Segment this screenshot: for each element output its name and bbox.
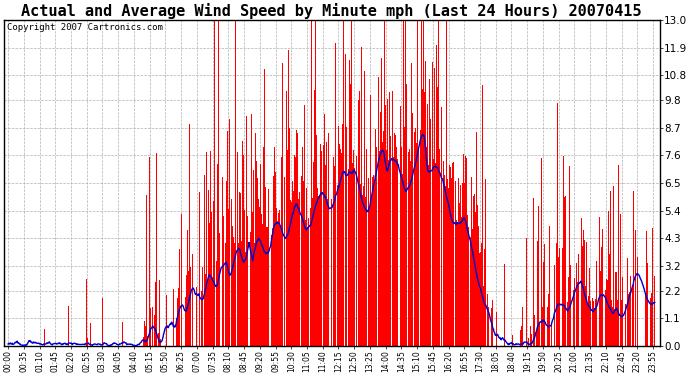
Text: Copyright 2007 Cartronics.com: Copyright 2007 Cartronics.com [7,23,163,32]
Title: Actual and Average Wind Speed by Minute mph (Last 24 Hours) 20070415: Actual and Average Wind Speed by Minute … [21,3,642,19]
